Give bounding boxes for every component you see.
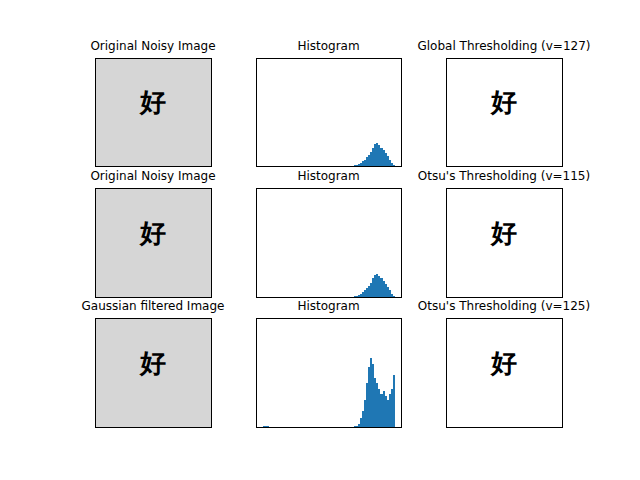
histogram-bar (387, 400, 389, 427)
image-background (446, 318, 562, 427)
histogram-bar (366, 383, 368, 427)
image-panel: 好 Otsu's Thresholding (v=125) (418, 299, 590, 427)
image-character: 好 (139, 218, 166, 248)
histogram-bar (376, 143, 378, 166)
histogram-bar (380, 394, 382, 427)
histogram-bar (370, 152, 372, 166)
axes-frame (256, 58, 401, 166)
histogram-bar (366, 288, 368, 297)
panel-title: Gaussian filtered Image (82, 299, 225, 313)
histogram-bar (370, 283, 372, 297)
image-panel: 好 Gaussian filtered Image (82, 299, 225, 427)
histogram-bar (385, 153, 387, 166)
histogram-bar (360, 418, 362, 427)
image-character: 好 (139, 87, 166, 117)
histogram-bar (387, 156, 389, 166)
image-background (446, 188, 562, 297)
panel-title: Original Noisy Image (90, 39, 215, 53)
axes-frame (446, 318, 562, 427)
axes-frame (95, 318, 211, 427)
histogram-bar (362, 161, 364, 166)
histogram-panel: Histogram (256, 39, 401, 166)
bars (263, 143, 395, 166)
image-panel: 好 Original Noisy Image (90, 39, 215, 166)
histogram-bar (385, 284, 387, 297)
panel-title: Histogram (297, 169, 359, 183)
figure: 好 Original Noisy Image Histogram 好 Global Th… (0, 0, 640, 480)
image-character: 好 (490, 348, 517, 378)
histogram-bar (383, 150, 385, 166)
histogram-bar (362, 292, 364, 297)
histogram-bar (383, 281, 385, 297)
histogram-bar (364, 290, 366, 297)
histogram-bar (380, 278, 382, 297)
image-character: 好 (490, 218, 517, 248)
histogram-bar (366, 157, 368, 166)
histogram-bar (380, 148, 382, 166)
histogram-bar (376, 383, 378, 427)
histogram-bar (387, 287, 389, 297)
histogram-bar (364, 160, 366, 166)
histogram-panel: Histogram (256, 299, 401, 427)
histogram-bar (378, 276, 380, 297)
histogram-bar (374, 144, 376, 166)
image-background (95, 318, 211, 427)
histogram-panel: Histogram (256, 169, 401, 297)
image-background (446, 58, 562, 166)
histogram-bar (378, 389, 380, 427)
histogram-bar (385, 396, 387, 427)
histogram-bar (362, 411, 364, 427)
figure-background (0, 0, 640, 480)
histogram-bar (370, 358, 372, 427)
image-panel: 好 Otsu's Thresholding (v=115) (418, 169, 590, 297)
histogram-bar (393, 375, 395, 427)
panel-title: Original Noisy Image (90, 169, 215, 183)
histogram-bar (376, 274, 378, 297)
panel-title: Otsu's Thresholding (v=125) (418, 299, 590, 313)
axes-frame (95, 58, 211, 166)
histogram-bar (389, 290, 391, 297)
panel-title: Otsu's Thresholding (v=115) (418, 169, 590, 183)
histogram-bar (374, 275, 376, 297)
image-background (95, 58, 211, 166)
image-panel: 好 Original Noisy Image (90, 169, 215, 297)
histogram-bar (372, 278, 374, 297)
axes-frame (95, 188, 211, 297)
histogram-bar (372, 364, 374, 427)
bars (263, 358, 395, 427)
histogram-bar (374, 378, 376, 427)
image-character: 好 (490, 87, 517, 117)
bars (263, 274, 395, 297)
histogram-bar (391, 389, 393, 427)
histogram-bar (389, 394, 391, 427)
histogram-bar (372, 148, 374, 166)
histogram-bar (364, 400, 366, 427)
panel-title: Histogram (297, 39, 359, 53)
panel-title: Global Thresholding (v=127) (417, 39, 590, 53)
histogram-bar (389, 160, 391, 166)
histogram-bar (383, 391, 385, 427)
axes-frame (446, 58, 562, 166)
axes-frame (256, 318, 401, 427)
image-panel: 好 Global Thresholding (v=127) (417, 39, 590, 166)
axes-frame (256, 188, 401, 297)
histogram-bar (368, 155, 370, 166)
histogram-bar (368, 367, 370, 427)
axes-frame (446, 188, 562, 297)
histogram-bar (368, 286, 370, 297)
image-background (95, 188, 211, 297)
panel-title: Histogram (297, 299, 359, 313)
image-character: 好 (139, 348, 166, 378)
histogram-bar (378, 145, 380, 166)
